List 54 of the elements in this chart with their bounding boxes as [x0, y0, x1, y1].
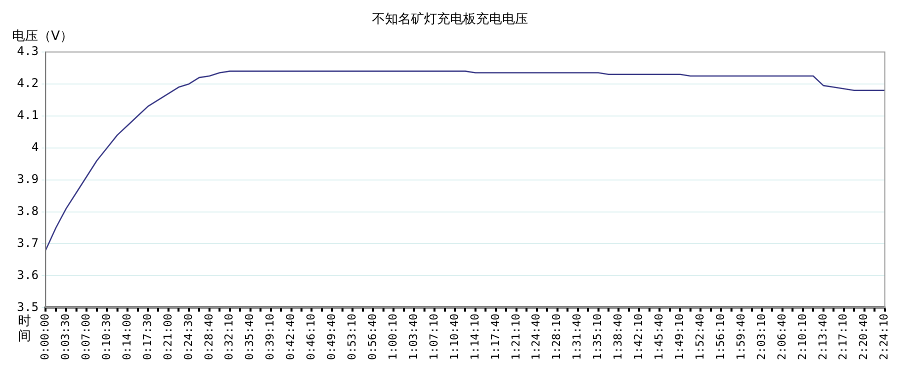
x-tick-label: 0:35:40	[243, 314, 256, 360]
x-tick-label: 0:32:10	[222, 314, 236, 360]
x-tick-label: 2:13:40	[816, 314, 830, 360]
x-tick-label: 1:10:40	[448, 314, 461, 360]
x-tick-label: 1:59:40	[734, 314, 748, 360]
x-tick-label: 2:20:40	[857, 314, 870, 360]
x-axis-title: 时间	[18, 314, 32, 344]
x-tick-label: 0:46:10	[304, 314, 318, 360]
x-tick-label: 0:56:40	[366, 314, 379, 360]
x-tick-label: 1:56:10	[714, 314, 727, 360]
x-tick-label: 1:24:40	[530, 314, 543, 360]
y-tick-label: 3.8	[16, 204, 39, 218]
y-tick-label: 4	[31, 140, 39, 154]
x-tick-label: 0:07:00	[79, 314, 92, 360]
y-tick-label: 4.1	[16, 108, 39, 122]
y-tick-label: 3.9	[16, 172, 39, 186]
x-tick-label: 1:45:40	[652, 314, 666, 360]
x-tick-label: 0:28:40	[202, 314, 216, 360]
x-tick-label: 2:17:10	[836, 314, 850, 360]
x-tick-label: 1:00:10	[386, 314, 400, 360]
x-tick-label: 1:52:40	[693, 314, 706, 360]
x-tick-label: 1:38:40	[612, 314, 625, 360]
x-tick-label: 0:10:30	[100, 314, 113, 360]
x-tick-label: 0:03:30	[59, 314, 72, 360]
chart-title: 不知名矿灯充电板充电电压	[371, 11, 529, 28]
x-tick-label: 1:31:40	[570, 314, 584, 360]
x-tick-label: 1:03:40	[406, 314, 420, 360]
y-tick-label: 3.5	[16, 300, 39, 314]
x-tick-label: 1:28:10	[550, 314, 564, 360]
x-tick-label: 1:42:10	[632, 314, 646, 360]
y-tick-label: 4.2	[16, 76, 39, 90]
x-tick-label: 1:21:10	[509, 314, 522, 360]
y-axis-title: 电压（V）	[12, 28, 73, 45]
x-tick-label: 1:14:10	[468, 314, 482, 360]
x-tick-label: 0:21:00	[161, 314, 174, 360]
x-tick-label: 0:49:40	[325, 314, 338, 360]
x-tick-label: 1:07:10	[427, 314, 440, 360]
x-tick-label: 1:49:10	[672, 314, 686, 360]
x-tick-label: 1:35:10	[591, 314, 604, 360]
x-tick-label: 1:17:40	[488, 314, 502, 360]
x-tick-label: 2:06:40	[775, 314, 788, 360]
x-tick-label: 0:14:00	[120, 314, 134, 360]
x-tick-label: 2:10:10	[796, 314, 809, 360]
x-tick-label: 0:39:10	[264, 314, 277, 360]
x-tick-label: 2:24:10	[878, 314, 891, 360]
x-tick-label: 0:00:00	[38, 314, 52, 360]
x-tick-label: 0:53:10	[346, 314, 359, 360]
x-tick-label: 2:03:10	[754, 314, 768, 360]
x-tick-label: 0:42:40	[284, 314, 298, 360]
y-tick-label: 3.6	[16, 268, 39, 282]
y-tick-label: 3.7	[16, 236, 39, 250]
x-tick-label: 0:24:30	[182, 314, 195, 360]
y-tick-label: 4.3	[16, 44, 39, 58]
x-tick-label: 0:17:30	[140, 314, 154, 360]
